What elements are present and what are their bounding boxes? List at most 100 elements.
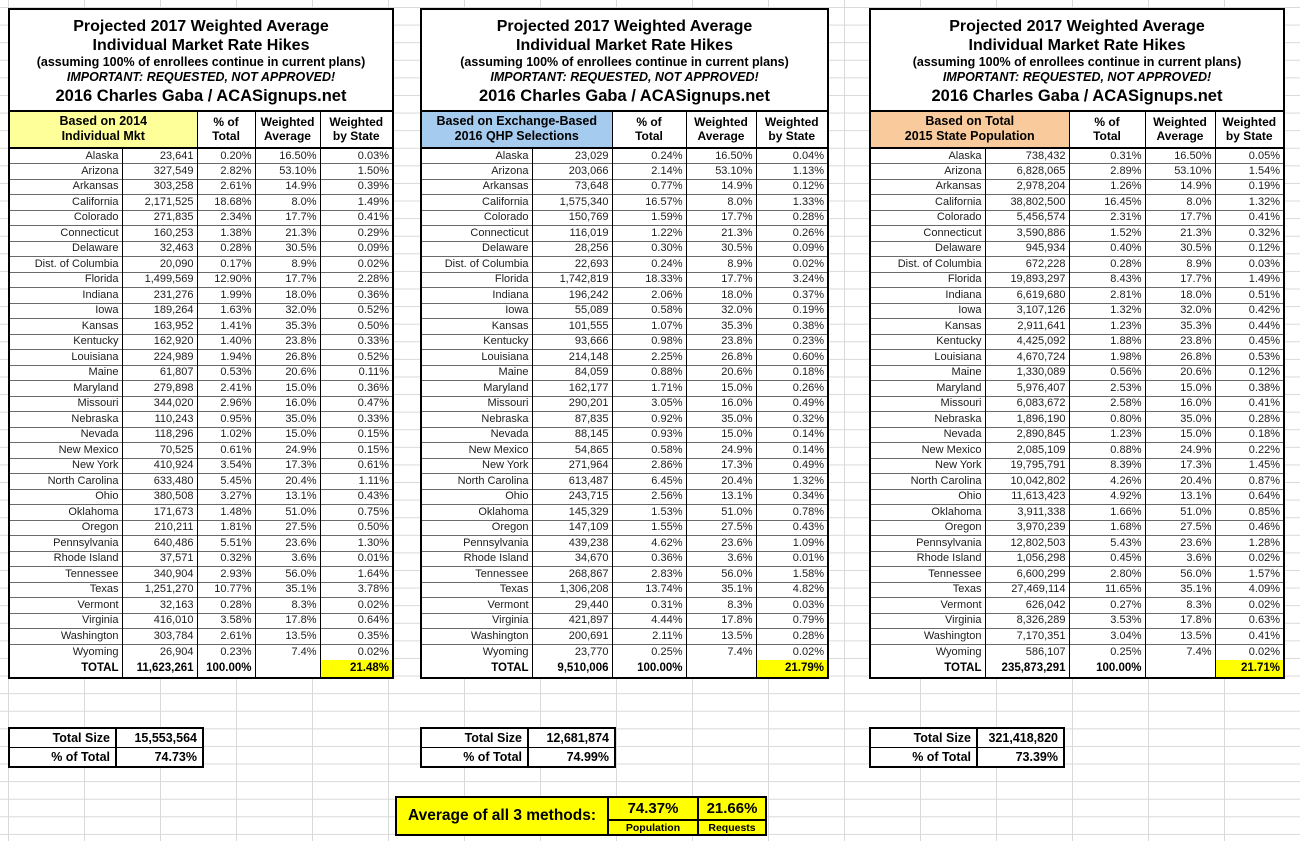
value-cell[interactable]: 26.8% xyxy=(255,349,321,365)
value-cell[interactable]: 1.30% xyxy=(320,535,392,551)
value-cell[interactable]: 27.5% xyxy=(255,519,321,536)
value-cell[interactable]: 0.44% xyxy=(1215,318,1283,334)
value-cell[interactable]: 17.8% xyxy=(1145,612,1216,629)
value-cell[interactable]: 0.25% xyxy=(612,643,687,660)
value-cell[interactable]: 3.24% xyxy=(756,271,827,288)
total-wavg-cell[interactable] xyxy=(255,659,321,677)
value-cell[interactable]: 0.02% xyxy=(1215,643,1283,660)
value-cell[interactable]: 17.3% xyxy=(1145,457,1216,474)
state-cell[interactable]: Virginia xyxy=(10,612,123,629)
value-cell[interactable]: 17.7% xyxy=(1145,271,1216,288)
value-cell[interactable]: 23,029 xyxy=(532,148,613,164)
value-cell[interactable]: 18.0% xyxy=(1145,287,1216,303)
state-cell[interactable]: North Carolina xyxy=(10,473,123,489)
value-cell[interactable]: 3.04% xyxy=(1069,628,1146,644)
value-cell[interactable]: 1.81% xyxy=(197,519,256,536)
value-cell[interactable]: 16.50% xyxy=(255,148,321,164)
value-cell[interactable]: 26.8% xyxy=(686,349,757,365)
state-cell[interactable]: Nebraska xyxy=(10,411,123,427)
value-cell[interactable]: 0.88% xyxy=(1069,442,1146,458)
value-cell[interactable]: 1.32% xyxy=(1069,302,1146,319)
value-cell[interactable]: 4,425,092 xyxy=(985,333,1070,350)
value-cell[interactable]: 1.07% xyxy=(612,318,687,334)
state-cell[interactable]: Indiana xyxy=(422,287,533,303)
value-cell[interactable]: 0.92% xyxy=(612,411,687,427)
value-cell[interactable]: 5.45% xyxy=(197,473,256,489)
value-cell[interactable]: 17.8% xyxy=(686,612,757,629)
state-cell[interactable]: Florida xyxy=(422,271,533,288)
value-cell[interactable]: 0.49% xyxy=(756,457,827,474)
value-cell[interactable]: 3,590,886 xyxy=(985,225,1070,241)
value-cell[interactable]: 0.58% xyxy=(612,302,687,319)
state-cell[interactable]: Kansas xyxy=(871,318,986,334)
value-cell[interactable]: 640,486 xyxy=(122,535,198,551)
total-pct-cell[interactable]: 100.00% xyxy=(1069,659,1146,677)
value-cell[interactable]: 0.60% xyxy=(756,349,827,365)
value-cell[interactable]: 8,326,289 xyxy=(985,612,1070,629)
value-cell[interactable]: 56.0% xyxy=(255,566,321,582)
value-cell[interactable]: 6,619,680 xyxy=(985,287,1070,303)
state-cell[interactable]: Colorado xyxy=(871,209,986,226)
value-cell[interactable]: 28,256 xyxy=(532,240,613,257)
value-cell[interactable]: 0.64% xyxy=(320,612,392,629)
value-cell[interactable]: 327,549 xyxy=(122,163,198,179)
value-cell[interactable]: 110,243 xyxy=(122,411,198,427)
value-cell[interactable]: 35.3% xyxy=(686,318,757,334)
state-cell[interactable]: Missouri xyxy=(422,395,533,412)
value-cell[interactable]: 5,456,574 xyxy=(985,209,1070,226)
value-cell[interactable]: 0.32% xyxy=(1215,225,1283,241)
value-cell[interactable]: 30.5% xyxy=(255,240,321,257)
value-cell[interactable]: 16.0% xyxy=(1145,395,1216,412)
value-cell[interactable]: 439,238 xyxy=(532,535,613,551)
value-cell[interactable]: 20.6% xyxy=(686,364,757,381)
value-cell[interactable]: 1.52% xyxy=(1069,225,1146,241)
total-pct-cell[interactable]: 100.00% xyxy=(197,659,256,677)
value-cell[interactable]: 17.7% xyxy=(686,271,757,288)
value-cell[interactable]: 0.58% xyxy=(612,442,687,458)
state-cell[interactable]: Oregon xyxy=(871,519,986,536)
state-cell[interactable]: California xyxy=(871,194,986,210)
value-cell[interactable]: 0.63% xyxy=(1215,612,1283,629)
value-cell[interactable]: 0.40% xyxy=(1069,240,1146,257)
state-cell[interactable]: Ohio xyxy=(422,488,533,505)
value-cell[interactable]: 0.32% xyxy=(197,550,256,567)
total-label-cell[interactable]: TOTAL xyxy=(871,659,986,677)
value-cell[interactable]: 6,600,299 xyxy=(985,566,1070,582)
state-cell[interactable]: Washington xyxy=(871,628,986,644)
value-cell[interactable]: 15.0% xyxy=(255,380,321,396)
state-cell[interactable]: Florida xyxy=(10,271,123,288)
value-cell[interactable]: 14.9% xyxy=(255,178,321,195)
value-cell[interactable]: 2.93% xyxy=(197,566,256,582)
value-cell[interactable]: 189,264 xyxy=(122,302,198,319)
value-cell[interactable]: 21.3% xyxy=(686,225,757,241)
value-cell[interactable]: 2.83% xyxy=(612,566,687,582)
average-requests-cell[interactable]: 21.66% Requests xyxy=(699,798,765,834)
value-cell[interactable]: 0.30% xyxy=(612,240,687,257)
value-cell[interactable]: 0.38% xyxy=(756,318,827,334)
value-cell[interactable]: 672,228 xyxy=(985,256,1070,272)
value-cell[interactable]: 4.92% xyxy=(1069,488,1146,505)
value-cell[interactable]: 0.52% xyxy=(320,349,392,365)
value-cell[interactable]: 0.19% xyxy=(1215,178,1283,195)
category-header[interactable]: Based on Total 2015 State Population xyxy=(871,112,1070,149)
col-header-pct-of-total[interactable]: % of Total xyxy=(1069,112,1146,149)
state-cell[interactable]: Maryland xyxy=(10,380,123,396)
value-cell[interactable]: 14.9% xyxy=(686,178,757,195)
state-cell[interactable]: Kentucky xyxy=(10,333,123,350)
value-cell[interactable]: 0.49% xyxy=(756,395,827,412)
value-cell[interactable]: 23,770 xyxy=(532,643,613,660)
value-cell[interactable]: 0.03% xyxy=(756,597,827,613)
value-cell[interactable]: 1,056,298 xyxy=(985,550,1070,567)
value-cell[interactable]: 7.4% xyxy=(255,643,321,660)
col-header-weighted-by-state[interactable]: Weighted by State xyxy=(1215,112,1283,149)
value-cell[interactable]: 21.3% xyxy=(1145,225,1216,241)
pct-of-total-value[interactable]: 73.39% xyxy=(1015,750,1058,764)
state-cell[interactable]: Kentucky xyxy=(422,333,533,350)
value-cell[interactable]: 0.98% xyxy=(612,333,687,350)
value-cell[interactable]: 8.9% xyxy=(686,256,757,272)
value-cell[interactable]: 16.0% xyxy=(255,395,321,412)
value-cell[interactable]: 1,742,819 xyxy=(532,271,613,288)
value-cell[interactable]: 0.61% xyxy=(197,442,256,458)
value-cell[interactable]: 17.8% xyxy=(255,612,321,629)
value-cell[interactable]: 1.33% xyxy=(756,194,827,210)
